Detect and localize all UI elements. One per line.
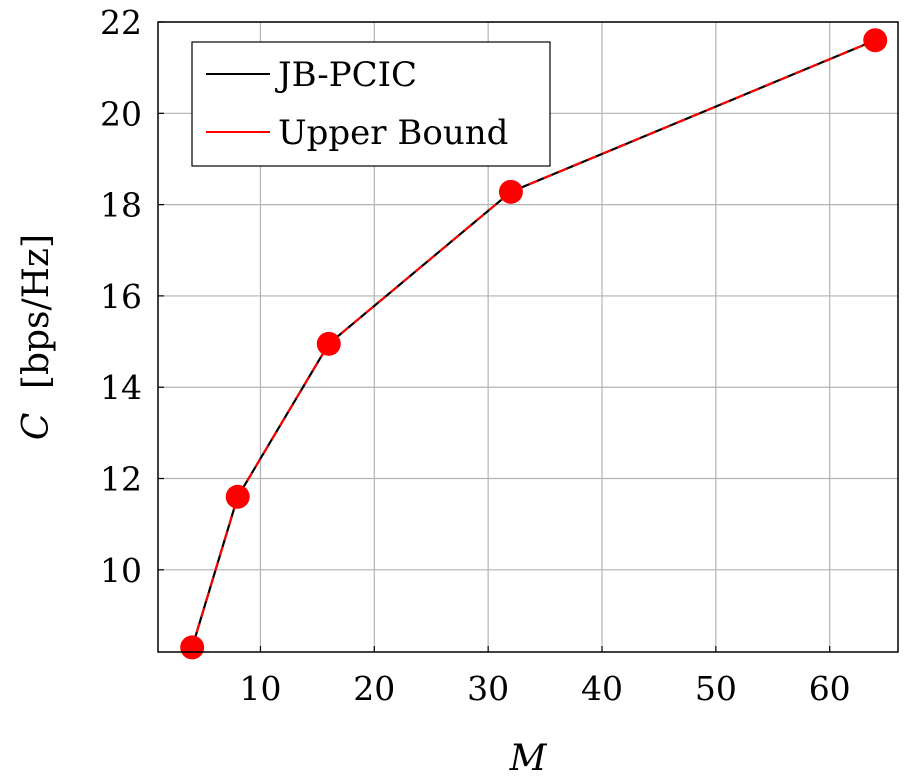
data-point-marker <box>316 331 341 356</box>
y-axis-title: C [bps/Hz] <box>16 234 57 440</box>
data-point-marker <box>863 28 888 53</box>
y-tick-label: 12 <box>100 460 142 499</box>
y-axis-unit: [bps/Hz] <box>16 234 57 389</box>
legend-label-upper-bound: Upper Bound <box>278 113 508 153</box>
x-tick-label: 30 <box>467 669 509 708</box>
data-point-marker <box>180 635 205 660</box>
y-tick-label: 18 <box>100 186 142 225</box>
y-tick-label: 22 <box>100 3 142 42</box>
svg-text:C [bps/Hz]: C [bps/Hz] <box>16 234 57 440</box>
plot-frame <box>157 21 899 653</box>
x-tick-label: 60 <box>809 669 851 708</box>
legend-box <box>191 41 551 167</box>
tick-labels: 10 20 30 40 50 60 10 12 14 16 18 20 22 <box>100 3 851 708</box>
legend-label-jb-pcic: JB-PCIC <box>275 55 417 95</box>
y-tick-label: 14 <box>100 368 142 407</box>
legend: JB-PCIC Upper Bound <box>191 41 551 167</box>
y-tick-label: 16 <box>100 277 142 316</box>
y-tick-label: 20 <box>100 94 142 133</box>
x-tick-label: 20 <box>353 669 395 708</box>
x-axis-title: M <box>509 738 548 779</box>
data-point-marker <box>225 484 250 509</box>
x-tick-label: 40 <box>581 669 623 708</box>
series-layer <box>180 28 888 660</box>
data-point-marker <box>498 179 523 204</box>
x-tick-label: 50 <box>695 669 737 708</box>
series-line-upper-bound <box>191 39 876 648</box>
x-tick-label: 10 <box>239 669 281 708</box>
y-tick-label: 10 <box>100 551 142 590</box>
y-axis-symbol: C <box>16 413 57 441</box>
